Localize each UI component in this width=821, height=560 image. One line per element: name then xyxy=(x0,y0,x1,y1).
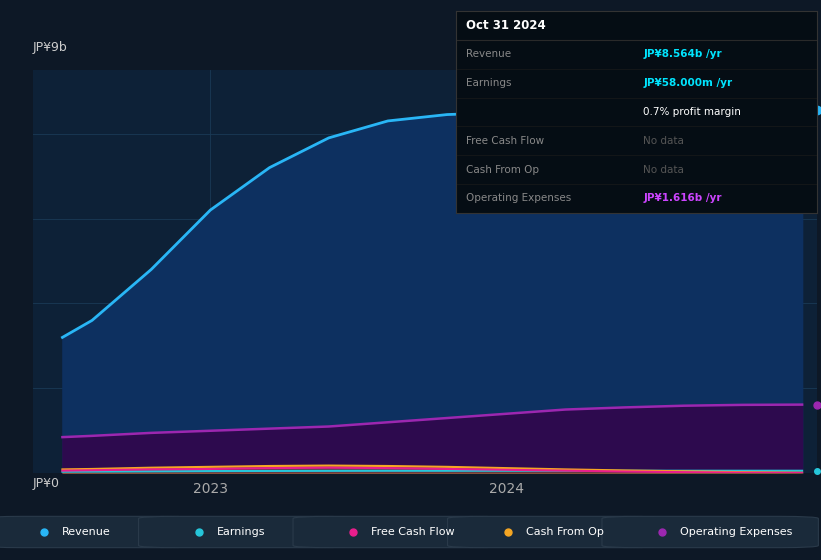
FancyBboxPatch shape xyxy=(0,516,200,548)
Text: 0.7% profit margin: 0.7% profit margin xyxy=(644,107,741,117)
Text: JP¥1.616b /yr: JP¥1.616b /yr xyxy=(644,193,722,203)
Text: Free Cash Flow: Free Cash Flow xyxy=(371,527,455,537)
FancyBboxPatch shape xyxy=(602,516,819,548)
Text: JP¥9b: JP¥9b xyxy=(33,41,67,54)
FancyBboxPatch shape xyxy=(139,516,355,548)
Text: Earnings: Earnings xyxy=(466,78,512,88)
Text: JP¥58.000m /yr: JP¥58.000m /yr xyxy=(644,78,732,88)
Text: Oct 31 2024: Oct 31 2024 xyxy=(466,19,546,32)
Text: Free Cash Flow: Free Cash Flow xyxy=(466,136,544,146)
Text: Cash From Op: Cash From Op xyxy=(525,527,603,537)
Text: Operating Expenses: Operating Expenses xyxy=(466,193,571,203)
Text: Earnings: Earnings xyxy=(217,527,265,537)
Text: Operating Expenses: Operating Expenses xyxy=(680,527,792,537)
Text: No data: No data xyxy=(644,165,685,175)
FancyBboxPatch shape xyxy=(447,516,664,548)
Text: Revenue: Revenue xyxy=(62,527,111,537)
Text: No data: No data xyxy=(644,136,685,146)
Text: JP¥0: JP¥0 xyxy=(33,477,60,490)
Text: Revenue: Revenue xyxy=(466,49,511,59)
Text: JP¥8.564b /yr: JP¥8.564b /yr xyxy=(644,49,722,59)
Text: Cash From Op: Cash From Op xyxy=(466,165,539,175)
FancyBboxPatch shape xyxy=(293,516,510,548)
